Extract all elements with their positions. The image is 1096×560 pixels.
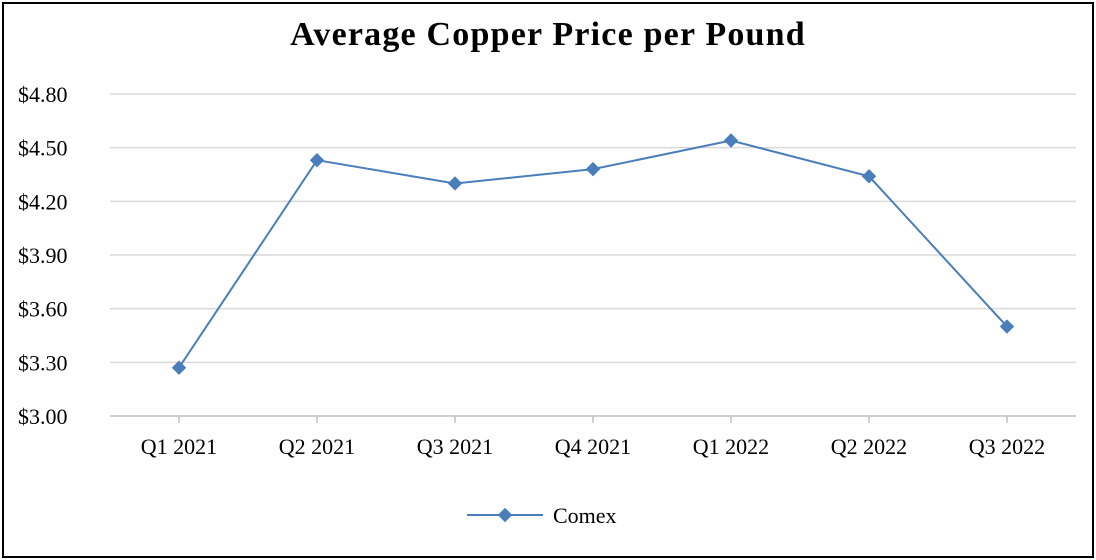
- x-tick-label: Q1 2022: [693, 434, 769, 459]
- data-point-marker: [447, 176, 463, 191]
- y-tick-label: $4.80: [18, 82, 68, 107]
- gridlines: [110, 93, 1076, 364]
- legend-marker: [497, 507, 513, 523]
- legend-label: Comex: [553, 503, 617, 528]
- data-point-marker: [861, 169, 877, 184]
- y-tick-label: $3.00: [18, 404, 68, 429]
- x-axis-tick-labels: Q1 2021 Q2 2021 Q3 2021 Q4 2021 Q1 2022 Q2 20…: [141, 434, 1045, 459]
- series-comex: [171, 133, 1015, 375]
- data-point-marker: [171, 360, 187, 375]
- x-tick-label: Q2 2021: [279, 434, 355, 459]
- y-tick-label: $3.90: [18, 243, 68, 268]
- data-point-marker: [585, 161, 601, 177]
- x-tick-label: Q3 2022: [969, 434, 1045, 459]
- data-point-marker: [723, 133, 739, 148]
- x-tick-label: Q4 2021: [555, 434, 631, 459]
- y-tick-label: $3.30: [18, 350, 68, 375]
- x-tick-label: Q1 2021: [141, 434, 217, 459]
- chart-title: Average Copper Price per Pound: [290, 16, 806, 53]
- data-point-marker: [999, 319, 1015, 334]
- legend: Comex: [467, 503, 617, 528]
- data-point-marker: [309, 152, 325, 168]
- y-axis-tick-labels: $3.00 $3.30 $3.60 $3.90 $4.20 $4.50 $4.80: [18, 82, 68, 429]
- x-tick-label: Q2 2022: [831, 434, 907, 459]
- y-tick-label: $3.60: [18, 297, 68, 322]
- x-tick-label: Q3 2021: [417, 434, 493, 459]
- x-axis: [110, 415, 1076, 423]
- y-tick-label: $4.50: [18, 136, 68, 161]
- y-tick-label: $4.20: [18, 189, 68, 214]
